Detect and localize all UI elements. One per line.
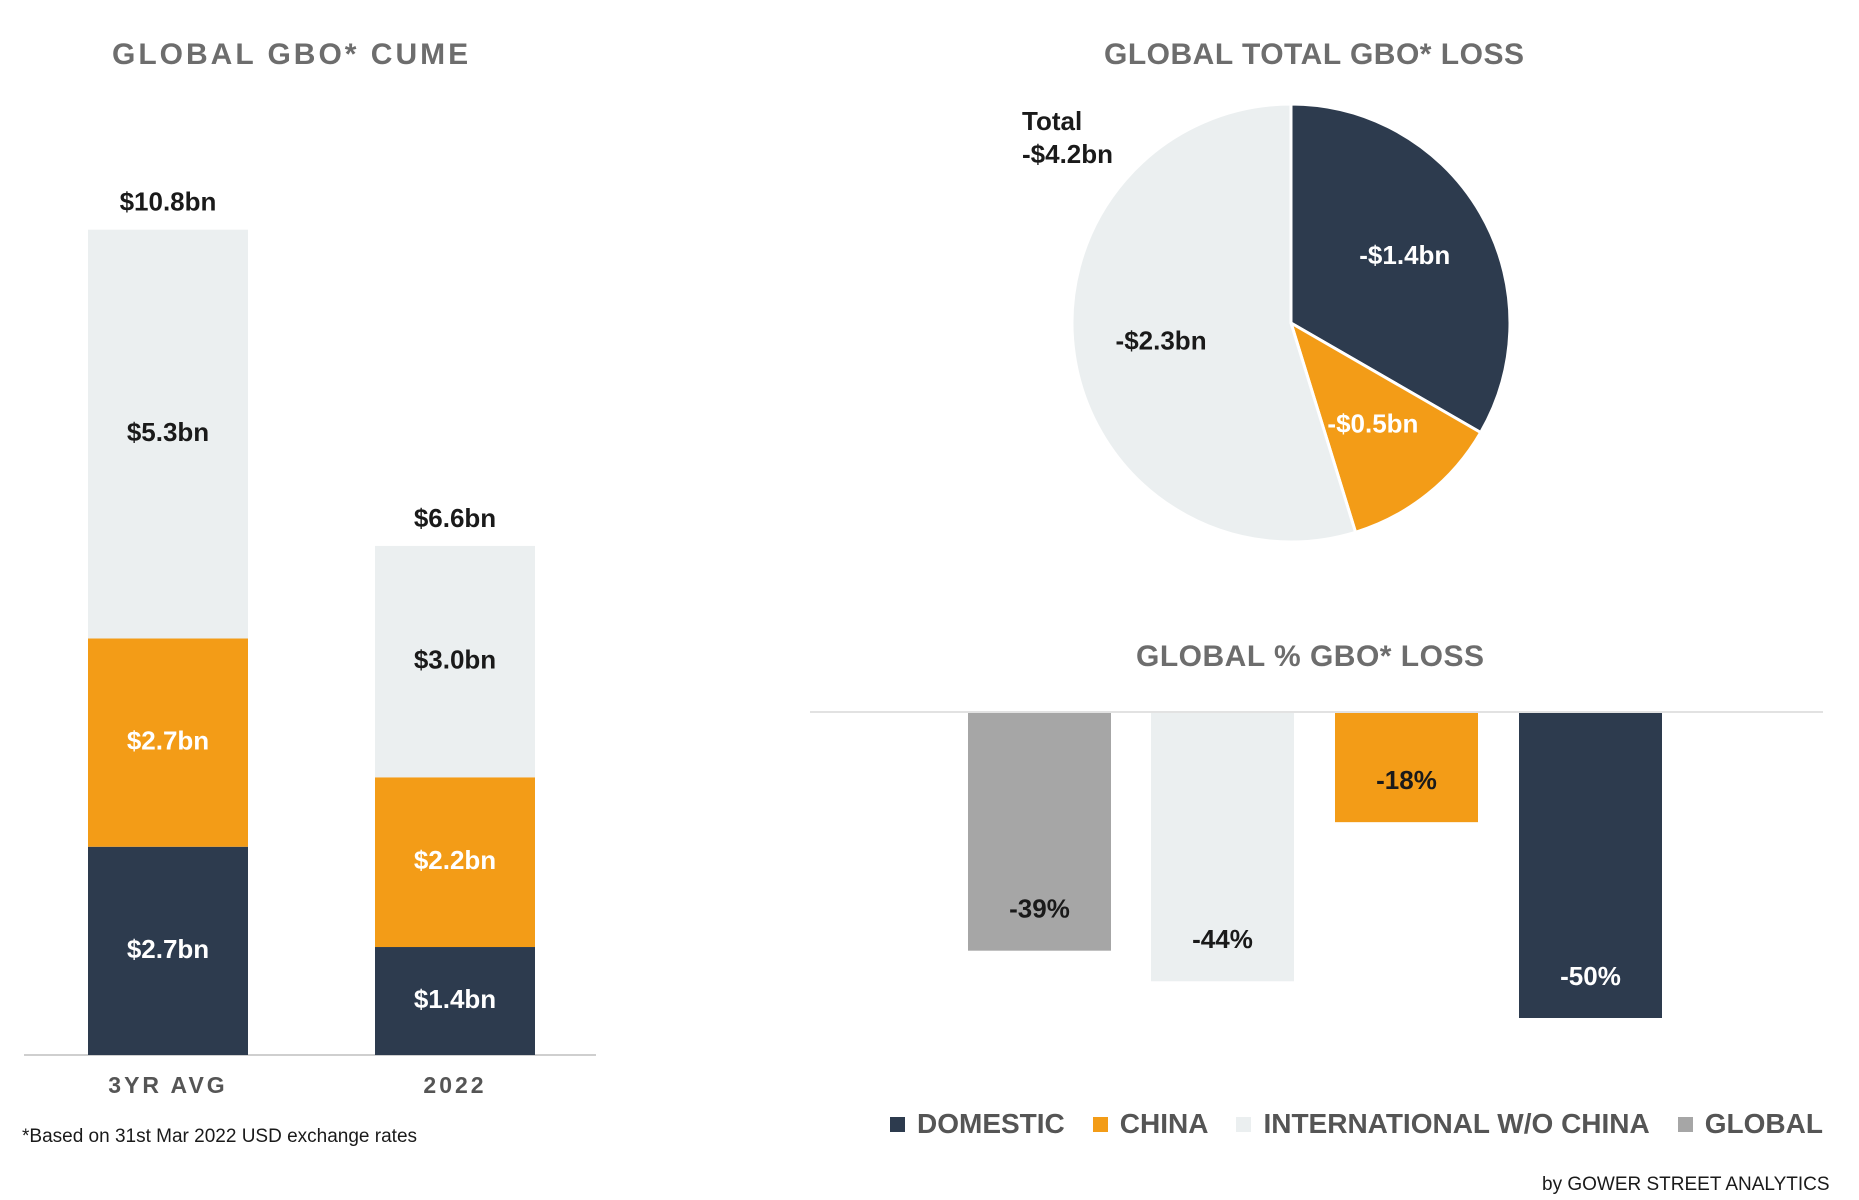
legend-item-china: CHINA [1092,1108,1209,1140]
cume-category-label-1: 2022 [423,1072,486,1098]
legend-swatch-international [1236,1116,1252,1132]
cume-bar-domestic-1 [375,947,535,1055]
legend-label-domestic: DOMESTIC [917,1108,1065,1139]
pie-slice-label-international: -$2.3bn [1116,325,1207,355]
credit-line: by GOWER STREET ANALYTICS [1542,1174,1830,1195]
legend-item-international: INTERNATIONAL W/O CHINA [1236,1108,1650,1140]
cume-bar-domestic-0 [88,846,248,1055]
cume-bar-china-0 [88,638,248,847]
cume-bar-china-1 [375,777,535,948]
cume-total-label-1: $6.6bn [414,503,496,533]
cume-bar-label-international-1: $3.0bn [414,645,496,675]
cume-bar-label-domestic-0: $2.7bn [127,934,209,964]
pie-total-label-line1: Total [1022,106,1082,136]
footnote: *Based on 31st Mar 2022 USD exchange rat… [22,1126,418,1147]
pie-slice-domestic [1289,102,1512,435]
legend-swatch-china [1092,1116,1108,1132]
pie-slice-international [1070,102,1358,544]
legend-label-international: INTERNATIONAL W/O CHINA [1263,1108,1650,1139]
pct-bar-label-global: -39% [1009,894,1070,924]
pie-total-label-line2: -$4.2bn [1022,139,1113,169]
legend-item-global: GLOBAL [1677,1108,1823,1140]
pct-bar-label-china: -18% [1376,765,1437,795]
cume-bar-label-domestic-1: $1.4bn [414,984,496,1014]
legend-label-global: GLOBAL [1704,1108,1823,1139]
chart-legend: DOMESTIC CHINA INTERNATIONAL W/O CHINA G… [890,1108,1851,1140]
cume-bar-label-china-1: $2.2bn [414,845,496,875]
pie-chart-title: GLOBAL TOTAL GBO* LOSS [1104,38,1525,71]
legend-swatch-global [1677,1116,1693,1132]
cume-total-label-0: $10.8bn [120,187,217,217]
pct-bar-china [1335,712,1478,823]
pct-bar-international [1151,712,1294,982]
cume-bar-label-international-0: $5.3bn [127,417,209,447]
cume-bar-international-0 [88,229,248,639]
pct-bar-label-domestic: -50% [1560,961,1621,991]
cume-bar-international-1 [375,545,535,778]
pie-slice-label-domestic: -$1.4bn [1359,240,1450,270]
legend-item-domestic: DOMESTIC [890,1108,1065,1140]
pct-bar-label-international: -44% [1192,924,1253,954]
cume-bar-label-china-0: $2.7bn [127,726,209,756]
pie-slice-china [1288,319,1483,535]
cume-category-label-0: 3YR AVG [108,1072,227,1098]
percent-loss-chart-title: GLOBAL % GBO* LOSS [1136,640,1485,673]
pct-bar-domestic [1519,712,1662,1018]
cume-chart-title: GLOBAL GBO* CUME [112,38,472,71]
pct-bar-global [968,712,1111,951]
pie-slice-label-china: -$0.5bn [1327,409,1418,439]
legend-swatch-domestic [890,1116,905,1132]
legend-label-china: CHINA [1119,1108,1209,1139]
